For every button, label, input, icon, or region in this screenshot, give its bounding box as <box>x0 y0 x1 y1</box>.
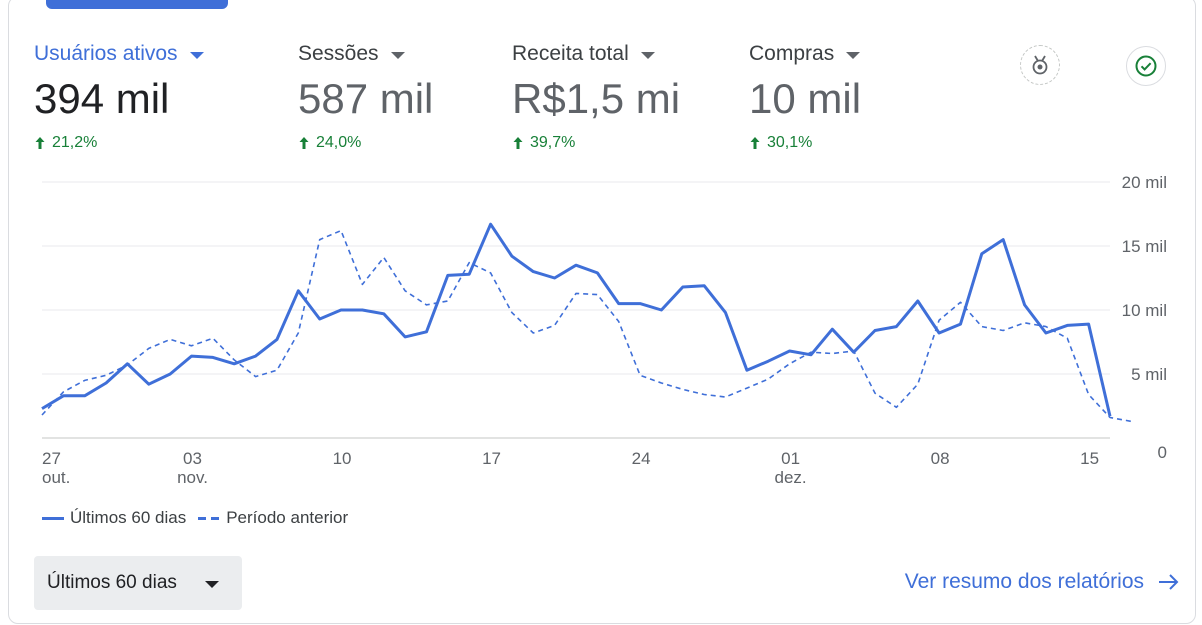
arrow-up-icon <box>513 137 523 149</box>
legend-dashed-line-icon <box>198 516 221 520</box>
x-tick-label: 10 <box>333 449 352 468</box>
arrow-up-icon <box>35 137 45 149</box>
metric-label: Usuários ativos <box>34 42 178 65</box>
caret-down-icon <box>189 51 204 59</box>
insights-badge-button[interactable] <box>1020 45 1060 85</box>
view-reports-link[interactable]: Ver resumo dos relatórios <box>905 570 1180 594</box>
metric-value: 10 mil <box>749 75 862 122</box>
series-line-current <box>41 222 1112 417</box>
y-tick-label: 0 <box>1158 443 1167 462</box>
metric-sessions-header[interactable]: Sessões <box>298 42 433 66</box>
x-tick-label: 03 <box>183 449 202 468</box>
date-range-select[interactable]: Últimos 60 dias <box>34 556 242 610</box>
arrow-right-icon <box>1159 574 1179 590</box>
metric-change: 30,1% <box>749 134 861 152</box>
legend-solid-line-icon <box>42 516 64 520</box>
metric-change-value: 39,7% <box>530 134 576 151</box>
x-tick-label: 17 <box>482 449 501 468</box>
metric-label: Sessões <box>298 42 379 65</box>
analytics-card <box>8 0 1196 624</box>
metric-change: 21,2% <box>34 134 204 152</box>
metric-label: Receita total <box>512 42 629 65</box>
legend-item-previous: Período anterior <box>198 508 348 528</box>
metric-label: Compras <box>749 42 835 65</box>
metric-value: 587 mil <box>298 75 434 122</box>
y-tick-label: 10 mil <box>1122 301 1167 320</box>
caret-down-icon <box>846 51 861 59</box>
metric-change: 39,7% <box>512 134 680 152</box>
line-chart: 0 5 mil 10 mil 15 mil 20 mil 27 out. 03 nov. 10 17… <box>0 165 1202 495</box>
caret-down-icon <box>390 51 405 59</box>
metric-active-users[interactable]: Usuários ativos 394 mil 21,2% <box>34 42 204 152</box>
x-tick-sublabel: out. <box>42 468 70 487</box>
metric-sessions[interactable]: Sessões 587 mil 24,0% <box>298 42 433 152</box>
metric-change: 24,0% <box>298 134 433 152</box>
metric-purchases[interactable]: Compras 10 mil 30,1% <box>749 42 861 152</box>
series-line-previous <box>41 229 1132 423</box>
metric-purchases-header[interactable]: Compras <box>749 42 861 66</box>
x-tick-sublabel: nov. <box>177 468 208 487</box>
x-tick-label: 27 <box>42 449 61 468</box>
date-range-value: Últimos 60 dias <box>47 572 177 593</box>
caret-down-icon <box>640 51 655 59</box>
y-tick-label: 20 mil <box>1122 173 1167 192</box>
x-tick-sublabel: dez. <box>775 468 807 487</box>
view-reports-label: Ver resumo dos relatórios <box>904 570 1144 593</box>
y-tick-label: 5 mil <box>1131 365 1167 384</box>
metric-total-revenue-header[interactable]: Receita total <box>512 42 680 66</box>
arrow-up-icon <box>299 137 309 149</box>
x-tick-label: 15 <box>1080 449 1099 468</box>
metric-value: R$1,5 mi <box>512 75 681 122</box>
metric-value: 394 mil <box>34 75 170 122</box>
legend-item-current: Últimos 60 dias <box>42 508 186 528</box>
caret-down-icon <box>204 580 219 588</box>
y-tick-label: 15 mil <box>1122 237 1167 256</box>
metric-total-revenue[interactable]: Receita total R$1,5 mi 39,7% <box>512 42 680 152</box>
x-tick-label: 01 <box>781 449 800 468</box>
metric-active-users-header[interactable]: Usuários ativos <box>34 42 204 66</box>
legend-label: Período anterior <box>226 508 349 527</box>
metric-change-value: 21,2% <box>52 134 98 151</box>
metric-change-value: 30,1% <box>767 134 813 151</box>
legend-label: Últimos 60 dias <box>70 508 187 527</box>
x-tick-label: 24 <box>632 449 651 468</box>
metric-change-value: 24,0% <box>316 134 362 151</box>
check-status-button[interactable] <box>1126 46 1166 86</box>
chart-legend: Últimos 60 dias Período anterior <box>42 508 360 528</box>
arrow-up-icon <box>750 137 760 149</box>
x-tick-label: 08 <box>931 449 950 468</box>
active-tab-indicator <box>46 0 228 9</box>
check-circle-icon <box>1135 55 1157 77</box>
award-badge-icon <box>1032 55 1048 75</box>
